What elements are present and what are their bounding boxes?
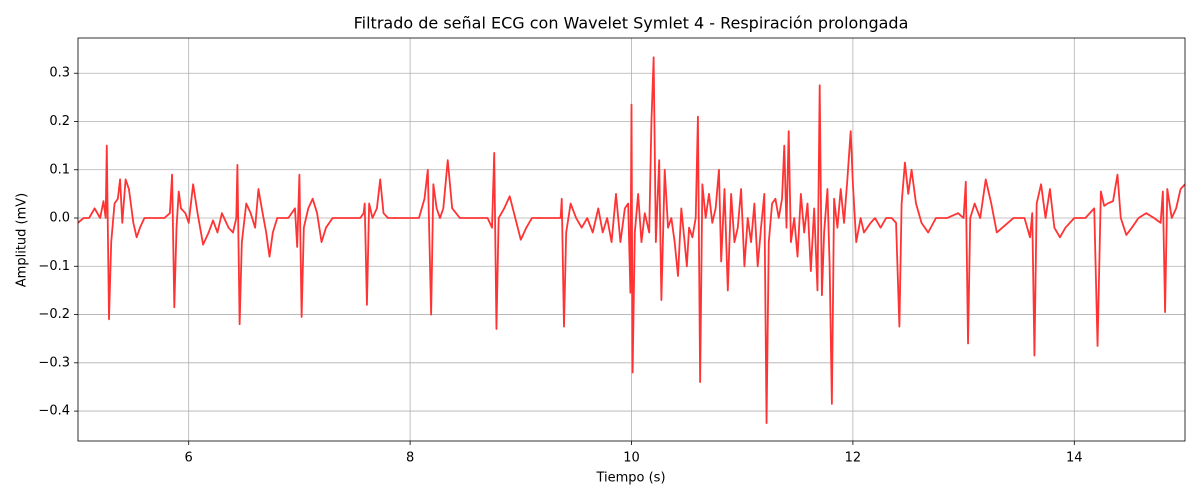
y-tick-label: −0.4 bbox=[38, 404, 70, 419]
y-tick-label: 0.2 bbox=[49, 114, 70, 129]
x-tick-label: 14 bbox=[1066, 451, 1083, 466]
y-axis-label: Amplitud (mV) bbox=[15, 193, 30, 287]
y-tick-label: 0.3 bbox=[49, 66, 70, 81]
y-tick-label: −0.1 bbox=[38, 259, 70, 274]
y-tick-label: 0.1 bbox=[49, 162, 70, 177]
y-tick-label: −0.3 bbox=[38, 355, 70, 370]
y-tick-label: −0.2 bbox=[38, 307, 70, 322]
chart-title: Filtrado de señal ECG con Wavelet Symlet… bbox=[354, 14, 909, 33]
x-tick-label: 8 bbox=[406, 451, 414, 466]
plot-frame bbox=[77, 37, 1186, 442]
x-tick-label: 10 bbox=[623, 451, 640, 466]
x-axis-label: Tiempo (s) bbox=[595, 471, 665, 486]
x-tick-label: 12 bbox=[845, 451, 862, 466]
y-tick-label: 0.0 bbox=[49, 211, 70, 226]
data-line bbox=[78, 56, 1185, 425]
x-tick-label: 6 bbox=[185, 451, 193, 466]
